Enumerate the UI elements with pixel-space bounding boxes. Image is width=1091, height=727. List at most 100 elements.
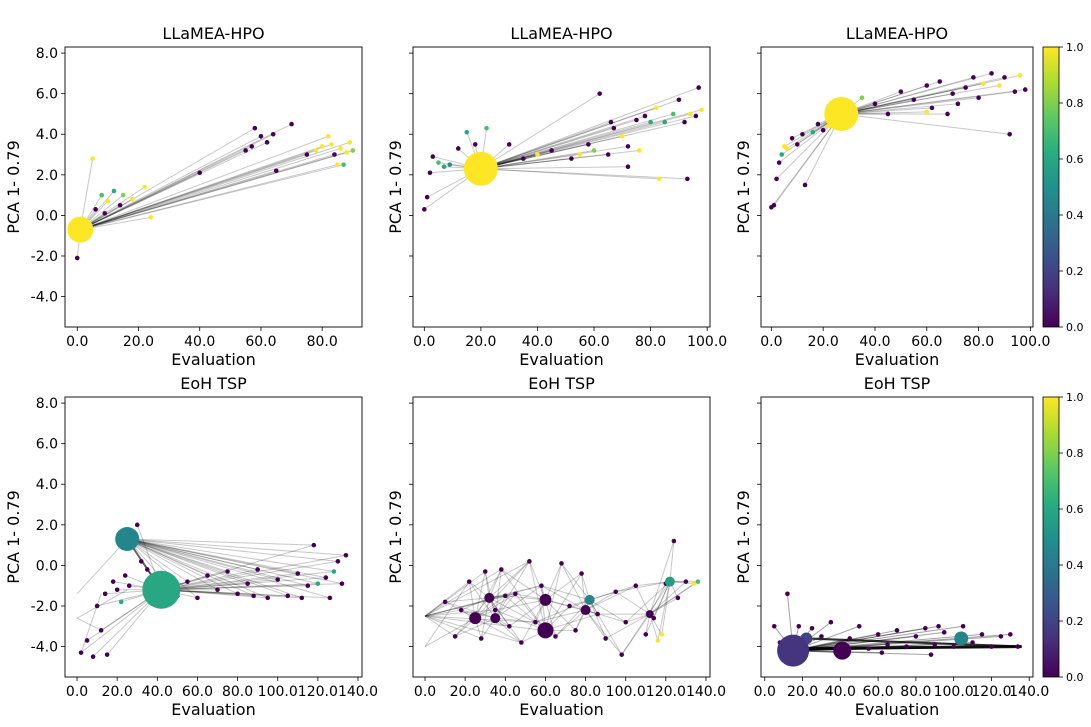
x-tick-label: 40.0 <box>490 684 521 700</box>
data-point <box>503 593 508 599</box>
lineage-edge <box>480 119 637 170</box>
y-tick-label: -2.0 <box>31 599 58 615</box>
data-point <box>771 623 777 629</box>
data-point <box>478 636 484 641</box>
lineage-edge <box>589 599 626 623</box>
lineage-edge <box>793 650 932 656</box>
y-tick-label: 6.0 <box>36 437 58 453</box>
data-point <box>872 101 878 107</box>
x-tick-label: 120.0 <box>646 684 686 700</box>
data-point <box>264 140 270 145</box>
panel-p3: LLaMEA-HPO Evaluation PCA 1- 0.79 0.0 20.0 40… <box>734 24 1050 369</box>
data-point <box>936 623 941 629</box>
data-point <box>464 129 470 135</box>
data-point <box>819 634 824 639</box>
lineage-edge <box>544 563 562 601</box>
plot-area <box>769 71 1028 210</box>
lineage-edge <box>76 538 128 595</box>
lineage-edge <box>80 154 335 231</box>
data-point <box>84 638 90 643</box>
data-point <box>989 644 994 649</box>
y-tick-label: -4.0 <box>31 290 58 306</box>
y-axis-label: PCA 1- 0.79 <box>4 490 23 584</box>
lineage-edge <box>126 538 188 583</box>
lineage-edge <box>653 581 671 619</box>
data-points <box>67 121 356 261</box>
data-point <box>1022 87 1028 92</box>
data-point <box>329 142 334 147</box>
lineage-edge <box>80 152 347 231</box>
y-tick-label: 0.0 <box>36 558 58 574</box>
lineage-edge <box>76 617 102 631</box>
lineage-edge <box>793 650 932 656</box>
lineage-edge <box>585 591 616 611</box>
data-point <box>335 162 340 167</box>
lineage-edge <box>127 538 228 572</box>
lineage-edge <box>793 625 964 652</box>
lineage-edge <box>161 560 338 591</box>
lineage-edge <box>561 563 587 611</box>
x-tick-label: 0.0 <box>414 684 436 700</box>
panel-title: EoH TSP <box>864 374 931 393</box>
data-point <box>619 652 625 657</box>
lineage-edge <box>793 646 992 652</box>
x-axis-label: Evaluation <box>519 350 603 369</box>
lineage-edge <box>544 563 562 631</box>
lineage-edge <box>495 617 536 623</box>
lineage-edge <box>793 627 926 652</box>
x-tick-label: 40.0 <box>522 334 553 350</box>
data-point <box>577 152 583 157</box>
data-point <box>339 581 345 586</box>
data-point <box>950 91 955 96</box>
lineage-edge <box>589 599 607 639</box>
colorbar-tick-label: 0.8 <box>1066 447 1084 460</box>
data-point <box>441 164 447 170</box>
lineage-edge <box>80 127 256 231</box>
axes-frame <box>412 46 711 328</box>
lineage-edge <box>635 585 651 615</box>
data-point <box>315 581 321 586</box>
data-point <box>252 125 258 131</box>
data-point <box>205 573 210 578</box>
data-point <box>299 595 305 601</box>
lineage-edge <box>480 149 640 170</box>
lineage-edge <box>126 538 198 599</box>
data-point <box>683 579 689 584</box>
data-point <box>636 148 642 153</box>
data-point <box>885 111 891 117</box>
data-point <box>539 583 544 588</box>
lineage-edge <box>127 538 346 556</box>
data-point <box>656 176 662 182</box>
data-point <box>796 623 802 629</box>
lineage-edge <box>841 93 953 115</box>
data-point <box>866 646 871 651</box>
lineage-edge <box>509 599 546 627</box>
lineage-edge <box>793 635 916 652</box>
data-point <box>809 626 815 631</box>
data-point <box>997 83 1002 88</box>
lineage-edge <box>127 538 318 585</box>
panel-title: LLaMEA-HPO <box>510 24 612 43</box>
data-point <box>1007 131 1012 137</box>
data-point <box>1012 89 1018 94</box>
data-point <box>289 121 294 127</box>
data-point <box>295 571 301 576</box>
elite-marker <box>580 605 591 616</box>
lineage-edge <box>773 113 842 206</box>
x-axis-label: Evaluation <box>171 700 255 719</box>
lineage-edge <box>127 538 314 546</box>
x-tick-label: 0.0 <box>754 684 776 700</box>
lineage-edge <box>80 154 308 231</box>
data-point <box>655 638 661 643</box>
lineage-edge <box>645 581 671 635</box>
data-point <box>625 144 631 149</box>
lineage-edge <box>127 538 208 577</box>
lineage-edge <box>649 581 699 615</box>
lineage-edge <box>161 577 326 591</box>
x-tick-label: 60.0 <box>578 334 609 350</box>
lineage-edge <box>495 599 546 611</box>
axes-frame <box>760 396 1034 678</box>
lineage-edge <box>528 561 546 631</box>
data-point <box>458 607 464 613</box>
